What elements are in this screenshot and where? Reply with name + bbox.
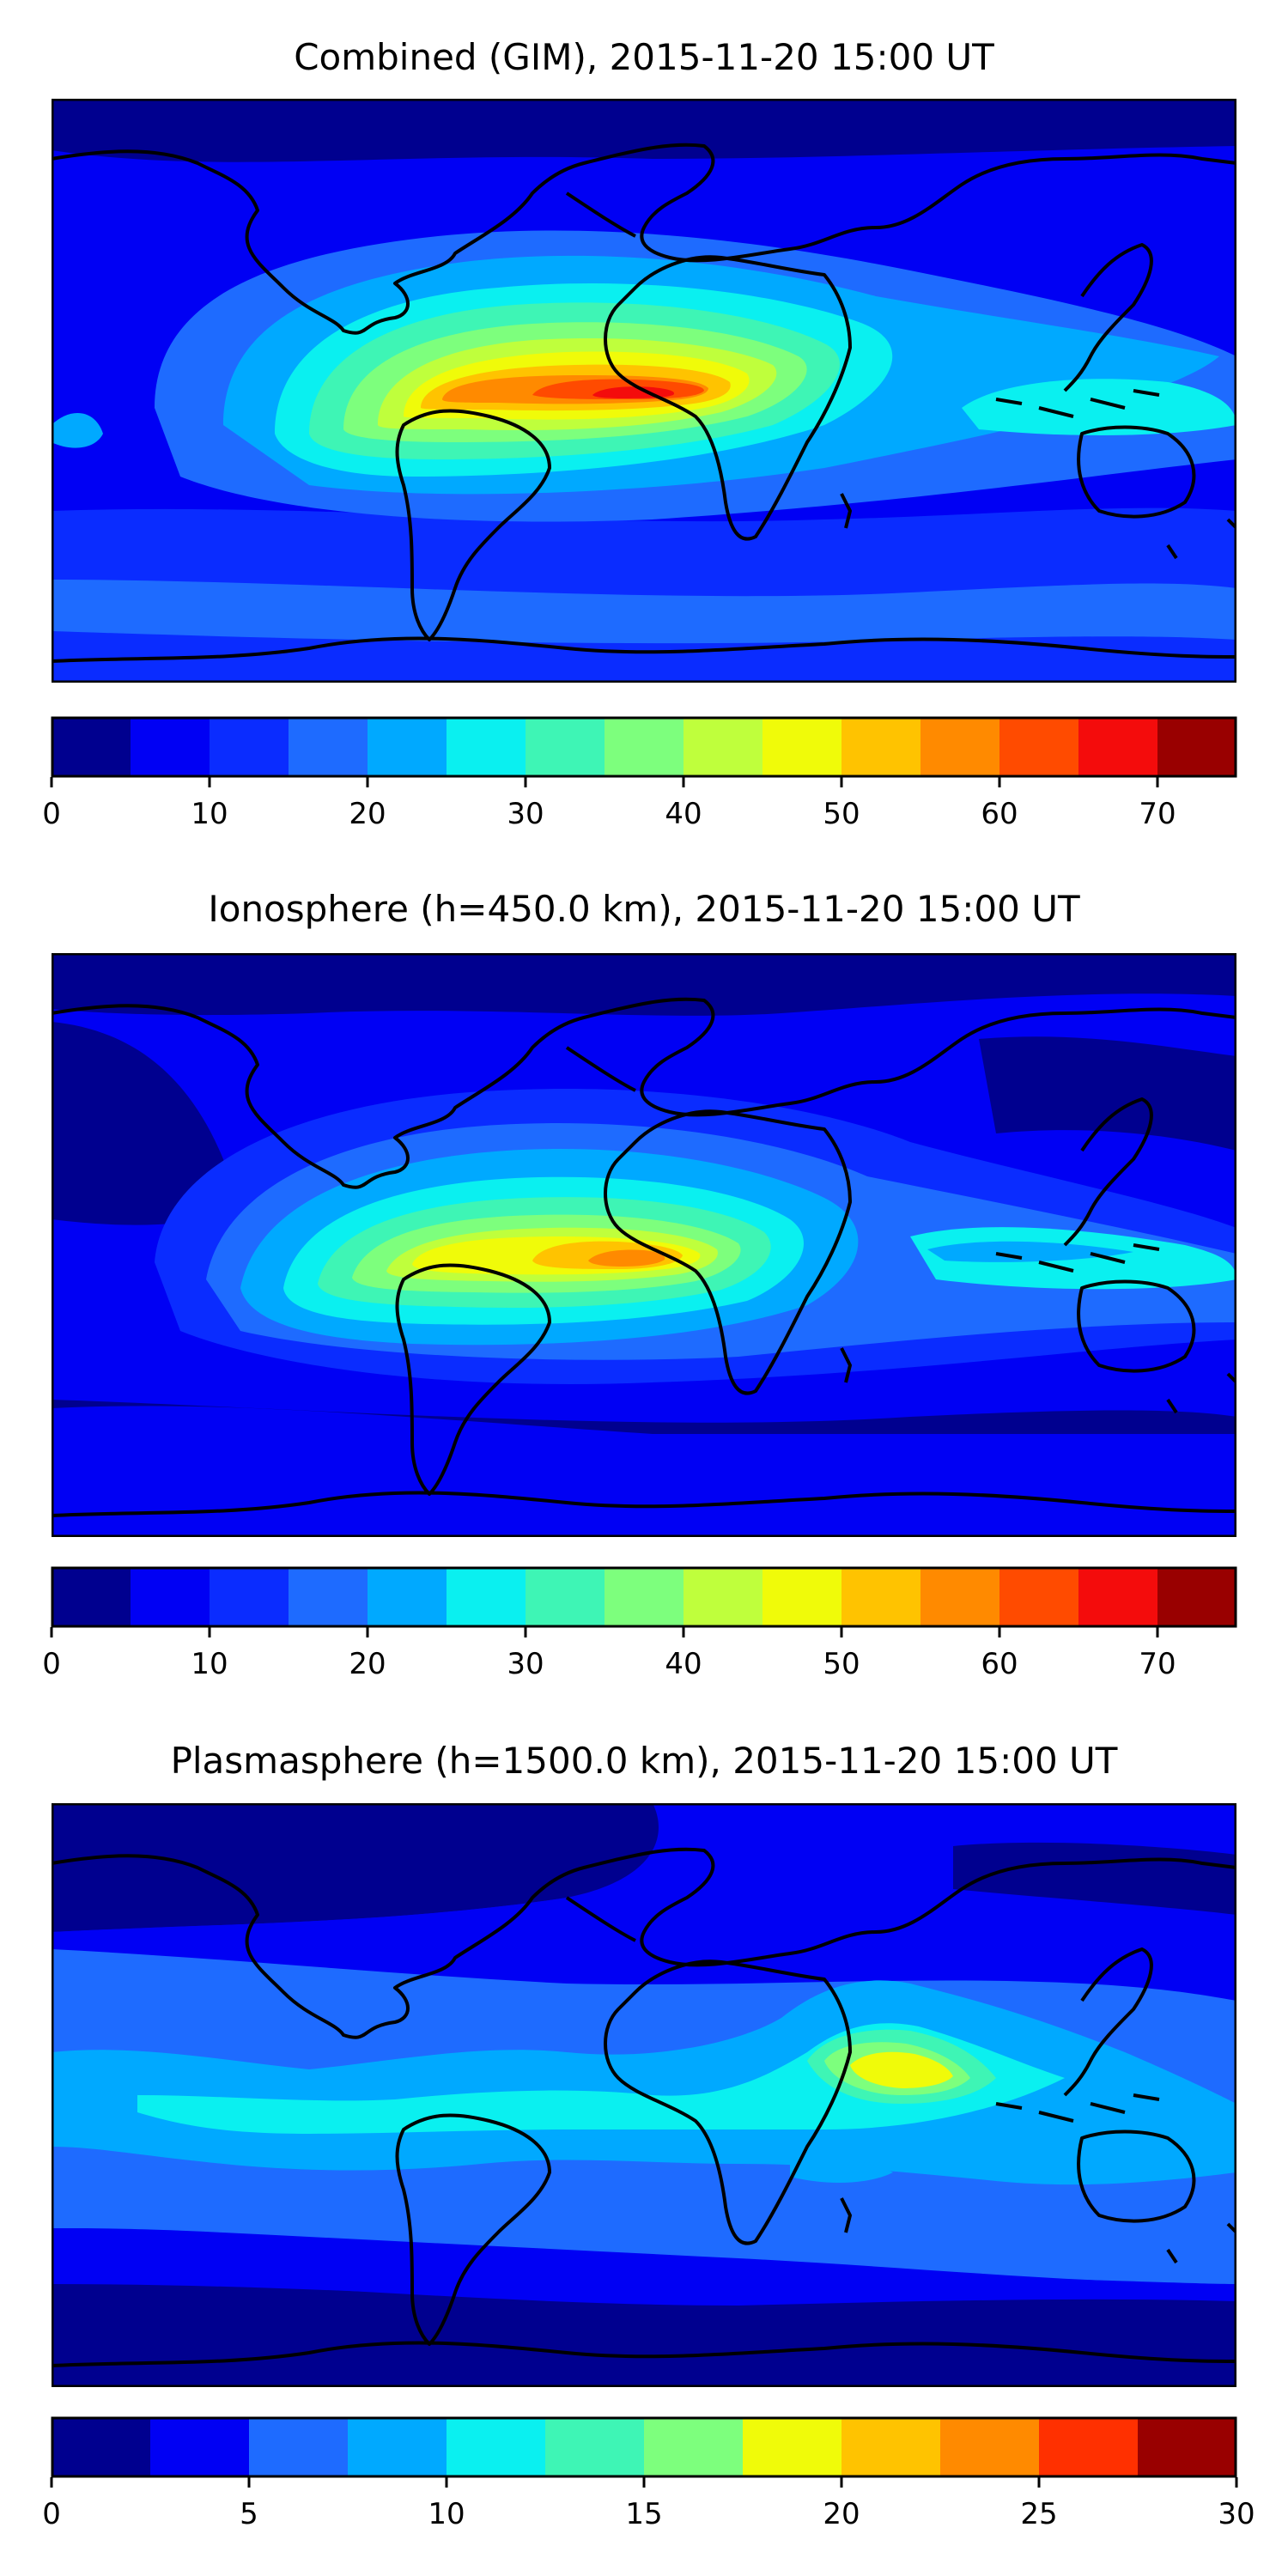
colorbar-segment bbox=[249, 2417, 349, 2477]
colorbar-segment bbox=[999, 1567, 1079, 1627]
colorbar-tick-label: 10 bbox=[428, 2497, 465, 2531]
map-plasmasphere bbox=[51, 1802, 1237, 2388]
colorbar-segment bbox=[1039, 2417, 1139, 2477]
colorbar-segment bbox=[447, 717, 526, 777]
colorbar-svg: 0 10 20 30 40 50 60 70 bbox=[42, 1566, 1237, 1681]
colorbar-segment bbox=[131, 717, 210, 777]
colorbar-tick-label: 40 bbox=[665, 797, 702, 831]
coastlines bbox=[52, 997, 1236, 1517]
colorbar-segment bbox=[841, 717, 921, 777]
colorbar-segment bbox=[920, 717, 1000, 777]
colorbar-segment bbox=[1078, 717, 1158, 777]
colorbar-combined: 0 10 20 30 40 50 60 70 bbox=[42, 716, 1237, 831]
contour-bands bbox=[52, 99, 1236, 683]
colorbar-tick-label: 20 bbox=[349, 1647, 386, 1681]
colorbar-segment bbox=[605, 1567, 684, 1627]
colorbar-tick-label: 50 bbox=[823, 1647, 860, 1681]
map-frame bbox=[51, 98, 1237, 683]
colorbar-tick-label: 60 bbox=[981, 1647, 1018, 1681]
colorbar-segment bbox=[289, 717, 368, 777]
colorbar-segment bbox=[841, 1567, 921, 1627]
colorbar-tick-label: 20 bbox=[349, 797, 386, 831]
colorbar-svg: 0 10 20 30 40 50 60 70 bbox=[42, 716, 1237, 831]
colorbar-tick-label: 25 bbox=[1020, 2497, 1057, 2531]
chart-title: Combined (GIM), 2015-11-20 15:00 UT bbox=[294, 36, 994, 78]
colorbar-segment bbox=[447, 1567, 526, 1627]
colorbar-plasmasphere: 0 5 10 15 20 25 30 bbox=[42, 2416, 1255, 2531]
colorbar-segment bbox=[605, 717, 684, 777]
coastlines bbox=[52, 143, 1236, 663]
colorbar-tick-label: 40 bbox=[665, 1647, 702, 1681]
colorbar-segment bbox=[1157, 717, 1237, 777]
colorbar-tick-label: 30 bbox=[507, 797, 544, 831]
colorbar-segment bbox=[644, 2417, 744, 2477]
panel-ionosphere: Ionosphere (h=450.0 km), 2015-11-20 15:0… bbox=[0, 859, 1288, 1717]
colorbar-tick-label: 0 bbox=[42, 2497, 61, 2531]
colorbar-segment bbox=[210, 717, 289, 777]
colorbar-segment bbox=[150, 2417, 250, 2477]
colorbar-frame bbox=[51, 716, 1237, 778]
colorbar-frame bbox=[51, 2416, 1237, 2478]
colorbar-tick-label: 15 bbox=[625, 2497, 662, 2531]
chart-title: Plasmasphere (h=1500.0 km), 2015-11-20 1… bbox=[170, 1740, 1118, 1782]
colorbar-segment bbox=[743, 2417, 842, 2477]
colorbar-segment bbox=[348, 2417, 447, 2477]
contour-bands bbox=[52, 953, 1236, 1537]
colorbar-segment bbox=[545, 2417, 645, 2477]
colorbar-segment bbox=[447, 2417, 546, 2477]
colorbar-segment bbox=[762, 717, 842, 777]
colorbar-segment bbox=[131, 1567, 210, 1627]
panel-combined: Combined (GIM), 2015-11-20 15:00 UT bbox=[0, 0, 1288, 859]
panel-plasmasphere: Plasmasphere (h=1500.0 km), 2015-11-20 1… bbox=[0, 1717, 1288, 2576]
map-frame bbox=[51, 1802, 1237, 2388]
colorbar-svg: 0 5 10 15 20 25 30 bbox=[42, 2416, 1255, 2531]
colorbar-segment bbox=[289, 1567, 368, 1627]
colorbar-tick-label: 50 bbox=[823, 797, 860, 831]
chart-title: Ionosphere (h=450.0 km), 2015-11-20 15:0… bbox=[208, 888, 1080, 930]
colorbar-segment bbox=[762, 1567, 842, 1627]
map-frame bbox=[51, 952, 1237, 1538]
colorbar-segment bbox=[52, 1567, 131, 1627]
colorbar-segment bbox=[683, 717, 763, 777]
colorbar-tick-label: 70 bbox=[1139, 797, 1176, 831]
colorbar-segment bbox=[526, 1567, 605, 1627]
colorbar-tick-label: 20 bbox=[823, 2497, 860, 2531]
colorbar-segment bbox=[368, 717, 447, 777]
colorbar-segment bbox=[683, 1567, 763, 1627]
colorbar-tick-label: 0 bbox=[42, 1647, 61, 1681]
map-svg bbox=[51, 1802, 1237, 2388]
colorbar-tick-label: 10 bbox=[191, 797, 228, 831]
colorbar-frame bbox=[51, 1566, 1237, 1628]
colorbar-segment bbox=[52, 2417, 151, 2477]
colorbar-segment bbox=[210, 1567, 289, 1627]
colorbar-segment bbox=[1078, 1567, 1158, 1627]
map-combined bbox=[51, 98, 1237, 683]
colorbar-tick-label: 30 bbox=[507, 1647, 544, 1681]
colorbar-tick-label: 60 bbox=[981, 797, 1018, 831]
colorbar-tick-label: 10 bbox=[191, 1647, 228, 1681]
colorbar-segment bbox=[526, 717, 605, 777]
contour-bands bbox=[52, 1803, 1236, 2387]
colorbar-ionosphere: 0 10 20 30 40 50 60 70 bbox=[42, 1566, 1237, 1681]
map-svg bbox=[51, 98, 1237, 683]
colorbar-segment bbox=[52, 717, 131, 777]
colorbar-segment bbox=[1138, 2417, 1237, 2477]
colorbar-tick-label: 70 bbox=[1139, 1647, 1176, 1681]
colorbar-tick-label: 5 bbox=[240, 2497, 258, 2531]
colorbar-tick-label: 0 bbox=[42, 797, 61, 831]
colorbar-tick-label: 30 bbox=[1218, 2497, 1255, 2531]
colorbar-segment bbox=[999, 717, 1079, 777]
colorbar-segment bbox=[1157, 1567, 1237, 1627]
colorbar-segment bbox=[920, 1567, 1000, 1627]
colorbar-segment bbox=[841, 2417, 941, 2477]
map-ionosphere bbox=[51, 952, 1237, 1538]
colorbar-segment bbox=[368, 1567, 447, 1627]
colorbar-segment bbox=[940, 2417, 1040, 2477]
map-svg bbox=[51, 952, 1237, 1538]
